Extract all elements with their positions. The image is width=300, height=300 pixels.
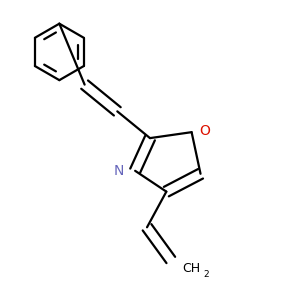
Text: CH: CH bbox=[183, 262, 201, 275]
Text: N: N bbox=[114, 164, 124, 178]
Text: O: O bbox=[200, 124, 210, 138]
Text: 2: 2 bbox=[203, 270, 208, 279]
